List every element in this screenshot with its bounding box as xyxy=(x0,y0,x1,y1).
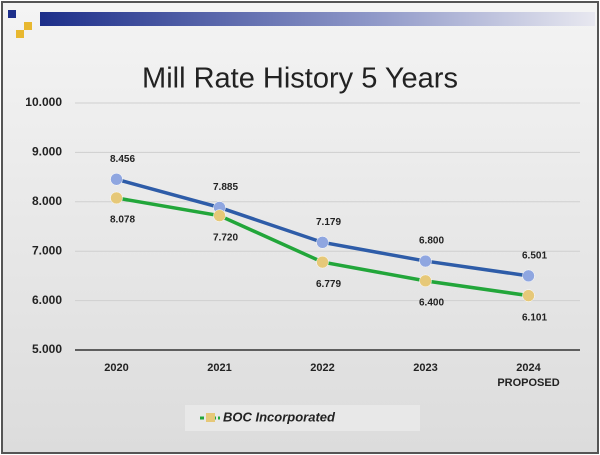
x-tick-label: 2021 xyxy=(207,362,231,374)
data-point xyxy=(522,269,535,283)
header-bar xyxy=(40,12,595,26)
decoration xyxy=(16,30,24,38)
data-label: 8.078 xyxy=(110,215,135,226)
decoration xyxy=(24,22,32,30)
x-tick-label: 2024 PROPOSED xyxy=(497,362,559,389)
x-tick-label: 2023 xyxy=(413,362,437,374)
y-tick-label: 5.000 xyxy=(32,342,62,356)
y-tick-label: 7.000 xyxy=(32,243,62,257)
chart-title: Mill Rate History 5 Years xyxy=(142,63,458,95)
data-point xyxy=(110,191,123,205)
legend-marker xyxy=(206,413,215,422)
legend xyxy=(185,405,420,431)
x-tick-label-line: 2022 xyxy=(310,362,334,374)
data-point xyxy=(419,254,432,268)
data-label: 6.501 xyxy=(522,250,547,261)
data-point xyxy=(110,173,123,186)
x-tick-label-line: 2020 xyxy=(104,362,128,374)
data-label: 7.885 xyxy=(213,182,238,193)
legend-label: BOC Incorporated xyxy=(223,409,336,424)
data-point xyxy=(419,274,432,288)
data-point xyxy=(522,289,535,302)
data-label: 6.800 xyxy=(419,236,444,247)
y-tick-label: 10.000 xyxy=(25,95,62,109)
y-tick-label: 8.000 xyxy=(32,194,62,208)
x-tick-label: 2020 xyxy=(104,362,128,374)
data-point xyxy=(316,255,329,269)
data-label: 7.720 xyxy=(213,232,238,243)
x-tick-label: 2022 xyxy=(310,362,334,374)
data-label: 7.179 xyxy=(316,217,341,228)
decoration xyxy=(8,10,16,18)
data-label: 6.779 xyxy=(316,279,341,290)
data-label: 8.456 xyxy=(110,154,135,165)
y-tick-label: 6.000 xyxy=(32,293,62,307)
x-tick-label-line: 2021 xyxy=(207,362,231,374)
x-tick-label-line: PROPOSED xyxy=(497,377,559,389)
data-label: 6.101 xyxy=(522,312,547,323)
x-tick-label-line: 2024 xyxy=(516,362,541,374)
data-point xyxy=(213,209,226,222)
x-tick-label-line: 2023 xyxy=(413,362,437,374)
y-tick-label: 9.000 xyxy=(32,145,62,159)
data-label: 6.400 xyxy=(419,297,444,308)
data-point xyxy=(316,236,329,249)
